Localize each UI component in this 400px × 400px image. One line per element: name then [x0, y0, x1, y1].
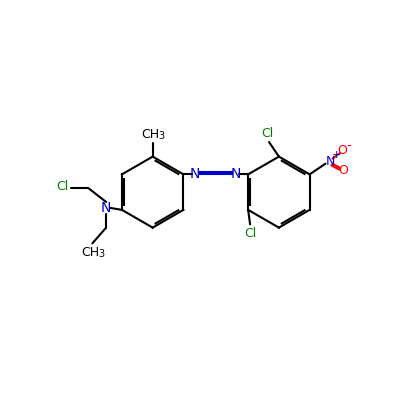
- Text: Cl: Cl: [56, 180, 68, 193]
- Text: O: O: [338, 164, 348, 177]
- Text: +: +: [331, 150, 341, 160]
- Text: -: -: [347, 140, 352, 154]
- Text: Cl: Cl: [244, 227, 256, 240]
- Text: N: N: [101, 201, 111, 215]
- Text: Cl: Cl: [261, 127, 273, 140]
- Text: 3: 3: [158, 132, 164, 142]
- Text: O: O: [338, 144, 347, 157]
- Text: N: N: [190, 167, 200, 181]
- Text: N: N: [231, 167, 242, 181]
- Text: N: N: [326, 155, 335, 168]
- Text: 3: 3: [98, 249, 104, 259]
- Text: CH: CH: [142, 128, 160, 142]
- Text: CH: CH: [81, 246, 100, 258]
